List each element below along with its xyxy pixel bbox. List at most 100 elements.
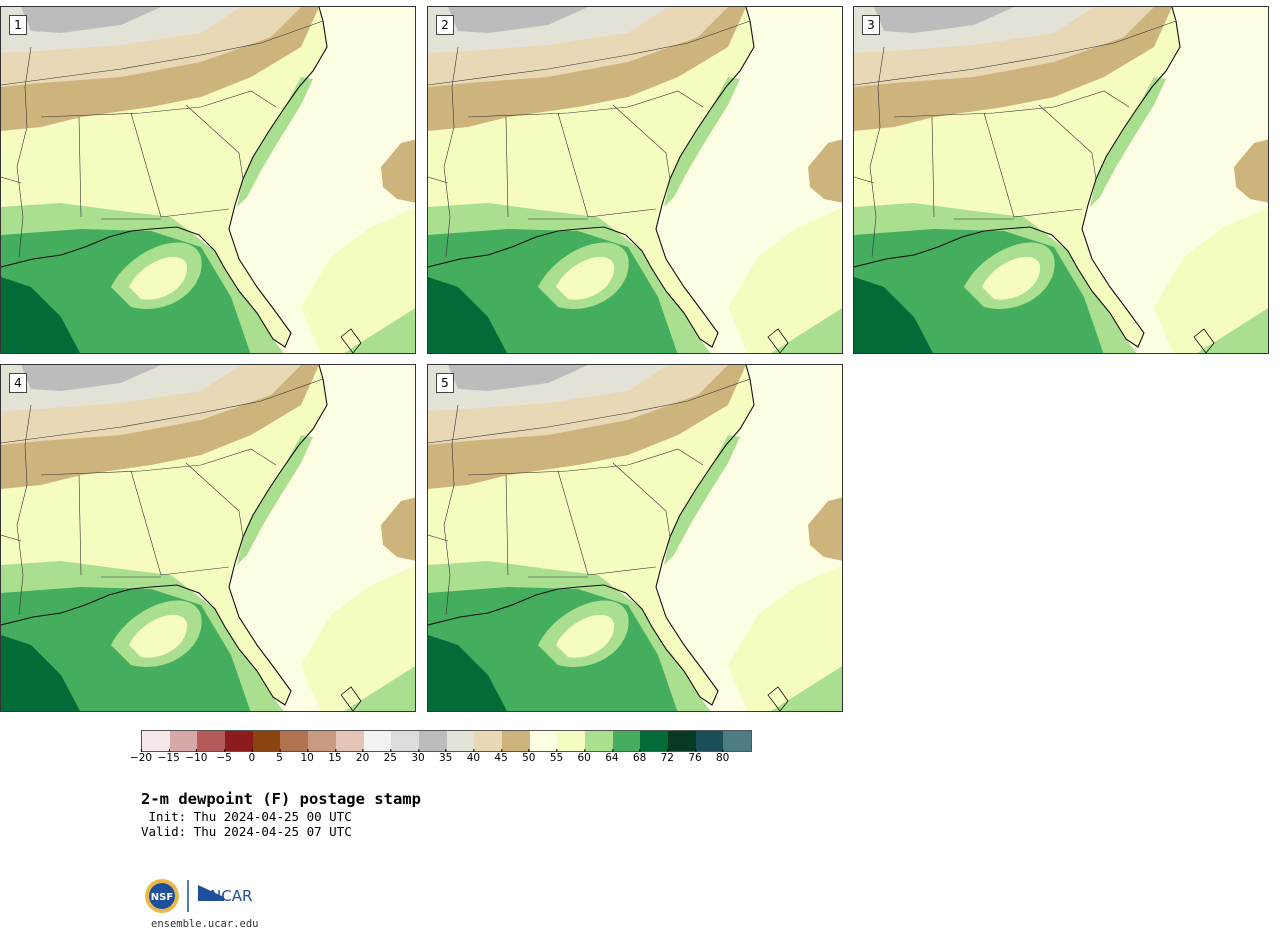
colorbar-swatch — [391, 731, 419, 751]
site-url: ensemble.ucar.edu — [151, 918, 259, 930]
colorbar-tick-label: 20 — [355, 749, 370, 764]
init-time: Init: Thu 2024-04-25 00 UTC — [141, 809, 352, 824]
island-outline — [340, 328, 362, 353]
state-boundary — [1, 176, 22, 184]
gulf-very-moist-area — [854, 277, 933, 353]
colorbar-tick-label: 68 — [632, 749, 647, 764]
colorbar-swatch — [252, 731, 281, 751]
state-boundary — [983, 112, 1015, 218]
gulf-dry-core — [556, 256, 615, 300]
coastal-humid-band — [664, 77, 740, 207]
coastal-humid-band — [237, 77, 313, 207]
atlantic-moist-area — [301, 565, 415, 711]
state-boundary — [893, 90, 1130, 118]
colorbar-swatch — [335, 731, 364, 751]
state-boundary — [16, 46, 32, 258]
state-boundary — [130, 470, 162, 576]
colorbar-tick-label: 50 — [522, 749, 536, 764]
offshore-dry-patch — [381, 139, 415, 203]
offshore-dry-patch — [808, 139, 842, 203]
svg-text:NSF: NSF — [151, 892, 173, 903]
state-boundary — [587, 208, 657, 218]
coastline — [854, 7, 1181, 348]
stamp-panel-4[interactable]: 4 — [0, 364, 416, 712]
atlantic-humid-area — [771, 666, 842, 711]
gulf-very-moist-area — [1, 277, 80, 353]
colorbar-swatch — [169, 731, 198, 751]
colorbar-tick-label: −10 — [185, 749, 208, 764]
gulf-very-moist-area — [428, 635, 507, 711]
colorbar-swatch — [474, 731, 502, 751]
colorbar-swatch — [308, 731, 336, 751]
state-boundary — [160, 208, 230, 218]
stamp-panel-1[interactable]: 1 — [0, 6, 416, 354]
stamp-panel-3[interactable]: 3 — [853, 6, 1269, 354]
dry-band-30 — [448, 365, 588, 391]
colorbar-tick-label: 72 — [660, 749, 674, 764]
colorbar-tick-label: 64 — [605, 749, 619, 764]
state-boundary — [557, 470, 589, 576]
state-boundary — [612, 462, 671, 538]
state-boundary — [185, 462, 244, 538]
state-boundary — [869, 46, 885, 258]
stamp-panel-5[interactable]: 5 — [427, 364, 843, 712]
state-boundary — [428, 20, 751, 86]
state-boundary — [467, 90, 704, 118]
state-boundary — [1, 534, 22, 542]
colorbar-tick-label: 60 — [577, 749, 591, 764]
atlantic-humid-area — [344, 666, 415, 711]
state-boundary — [160, 566, 230, 576]
colorbar-swatch — [557, 731, 585, 751]
stamp-panel-2[interactable]: 2 — [427, 6, 843, 354]
state-boundary — [16, 404, 32, 616]
colorbar-tick-label: −15 — [157, 749, 180, 764]
colorbar-tick-label: 40 — [466, 749, 481, 764]
colorbar-tick-label: −5 — [216, 749, 232, 764]
colorbar-swatch — [695, 731, 724, 751]
atlantic-humid-area — [1197, 308, 1268, 353]
gulf-dry-core — [982, 256, 1041, 300]
state-boundary — [78, 474, 82, 576]
member-label-2: 2 — [436, 15, 454, 35]
colorbar-swatch — [640, 731, 669, 751]
colorbar-tick-label: 25 — [383, 749, 397, 764]
colorbar-swatch — [280, 731, 309, 751]
state-boundary — [428, 378, 751, 444]
dewpoint-map-5 — [428, 365, 842, 711]
atlantic-moist-area — [301, 207, 415, 353]
colorbar-swatch — [585, 731, 613, 751]
colorbar-swatch — [501, 731, 530, 751]
atlantic-moist-area — [728, 207, 842, 353]
coastal-humid-band — [1090, 77, 1166, 207]
state-boundary — [612, 104, 671, 180]
colorbar-tick-label: 0 — [248, 749, 256, 764]
nsf-logo-icon: NSF — [145, 879, 179, 913]
colorbar-tick-label: 76 — [688, 749, 702, 764]
state-boundary — [1038, 104, 1097, 180]
colorbar-swatch — [142, 731, 170, 751]
coastline — [428, 7, 755, 348]
dewpoint-map-1 — [1, 7, 415, 353]
colorbar-ticks: −20 −15 −10 −5 0 5 10 15 20 25 30 35 40 45 50 55 60 64 68 7… — [130, 749, 757, 772]
state-boundary — [1, 20, 324, 86]
state-boundary — [428, 176, 449, 184]
island-outline — [767, 686, 789, 711]
colorbar-tick-label: 30 — [411, 749, 425, 764]
colorbar-swatch — [363, 731, 392, 751]
dewpoint-map-3 — [854, 7, 1268, 353]
colorbar-swatch — [612, 731, 641, 751]
colorbar-swatch — [225, 731, 253, 751]
state-boundary — [428, 534, 449, 542]
offshore-dry-patch — [1234, 139, 1268, 203]
coastline — [428, 365, 755, 706]
state-boundary — [1013, 208, 1083, 218]
coastline — [1, 365, 328, 706]
state-boundary — [505, 116, 509, 218]
state-boundary — [78, 116, 82, 218]
coastline — [1, 7, 328, 348]
island-outline — [340, 686, 362, 711]
island-outline — [767, 328, 789, 353]
colorbar-swatch — [446, 731, 475, 751]
atlantic-humid-area — [344, 308, 415, 353]
colorbar-swatch — [723, 731, 752, 751]
